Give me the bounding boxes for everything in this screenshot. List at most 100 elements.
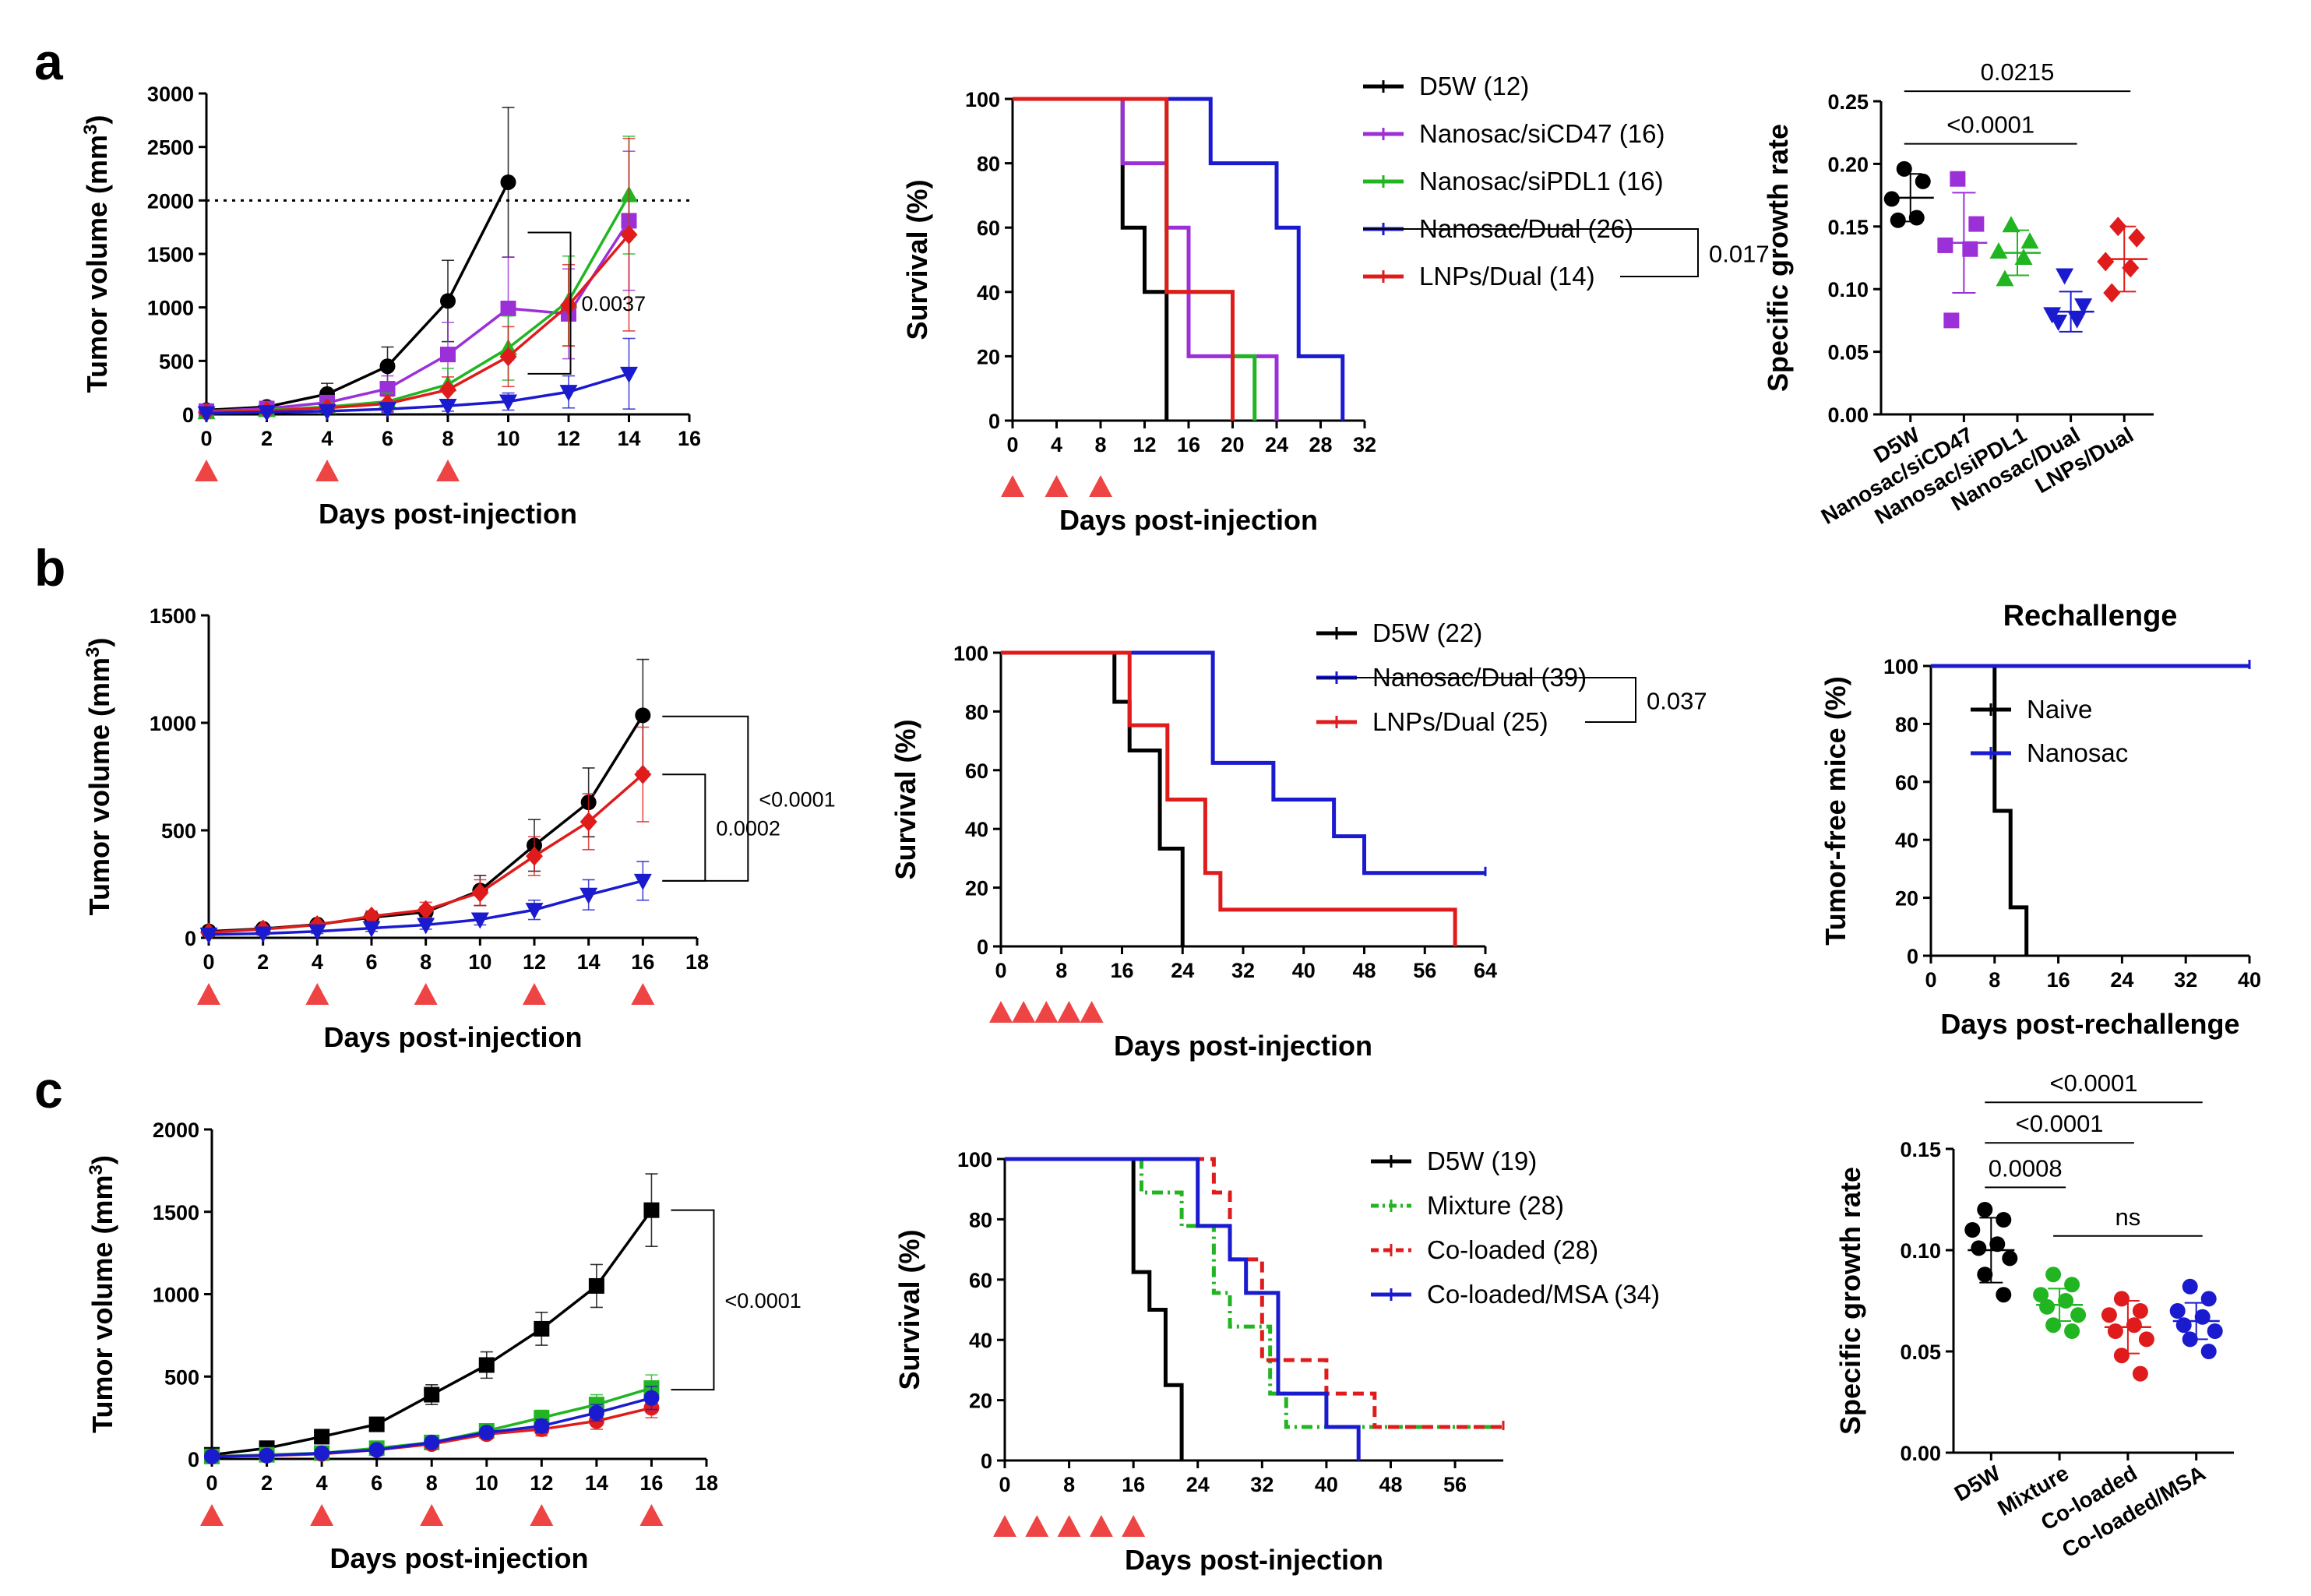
data-point xyxy=(2097,252,2115,272)
data-point xyxy=(534,1320,550,1337)
y-tick-label: 0.00 xyxy=(1900,1442,1941,1465)
panel-letter-b: b xyxy=(34,539,65,597)
data-point xyxy=(440,293,456,309)
data-point xyxy=(1971,1240,1987,1256)
data-point xyxy=(439,379,456,400)
series-dual xyxy=(199,861,652,944)
data-point xyxy=(1996,1212,2012,1228)
y-tick-label: 40 xyxy=(977,281,1000,305)
x-tick-label: 18 xyxy=(695,1471,718,1495)
y-tick-label: 1000 xyxy=(153,1284,199,1307)
data-point xyxy=(526,846,543,866)
x-axis-label: Days post-injection xyxy=(1125,1544,1383,1576)
survival-curve-D5W xyxy=(1005,1157,1184,1460)
injection-arrow xyxy=(310,1504,334,1526)
data-point xyxy=(500,301,516,317)
injection-arrow xyxy=(1001,475,1024,497)
survival-curve-dual xyxy=(1013,97,1345,421)
data-point xyxy=(499,347,517,367)
data-point xyxy=(1890,212,1906,228)
x-tick-label: 14 xyxy=(577,950,601,974)
data-point xyxy=(478,1425,495,1441)
y-tick-label: 80 xyxy=(969,1208,992,1231)
y-tick-label: 60 xyxy=(977,217,1000,240)
legend-item: Nanosac/siPDL1 (16) xyxy=(1419,167,1664,196)
series-lnp xyxy=(200,726,652,942)
x-tick-label: 8 xyxy=(1094,433,1106,456)
data-point xyxy=(362,921,381,938)
x-tick-label: 2 xyxy=(261,427,273,450)
data-point xyxy=(470,912,489,929)
data-point xyxy=(439,399,457,416)
x-axis-label: Days post-injection xyxy=(1114,1030,1372,1062)
comparison-label: <0.0001 xyxy=(2016,1110,2104,1137)
data-point xyxy=(500,174,516,190)
data-point xyxy=(1883,191,1900,207)
data-point xyxy=(2175,1317,2192,1334)
data-point xyxy=(2128,227,2146,248)
y-tick-label: 80 xyxy=(965,700,988,724)
x-tick-label: 32 xyxy=(2174,968,2197,992)
data-point xyxy=(199,927,218,944)
data-point xyxy=(2002,1250,2018,1267)
data-point xyxy=(2064,1323,2080,1339)
chart-area: 0 2 4 6 8 10 12 14 16050010001500200025003000Day… xyxy=(80,58,2262,1576)
y-tick-label: 60 xyxy=(1895,771,1918,794)
injection-arrow xyxy=(1057,1001,1081,1023)
x-tick-label: 8 xyxy=(1989,968,2000,992)
x-tick-label: 4 xyxy=(312,950,323,974)
data-point xyxy=(2107,1323,2123,1339)
data-point xyxy=(588,1277,604,1294)
data-point xyxy=(478,1357,495,1373)
x-tick-label: 16 xyxy=(639,1471,663,1495)
y-tick-label: 0 xyxy=(188,1448,199,1471)
data-point xyxy=(204,1448,220,1464)
survival-curve-D5W xyxy=(1001,650,1185,946)
injection-arrow xyxy=(195,460,218,481)
injection-arrow xyxy=(1089,475,1112,497)
x-tick-label: 16 xyxy=(1177,433,1200,456)
x-tick-label: 14 xyxy=(585,1471,608,1495)
comparison-label: <0.0001 xyxy=(1946,111,2034,139)
y-tick-label: 2000 xyxy=(153,1119,199,1142)
series-siPDL1 xyxy=(197,136,638,420)
x-tick-label: 6 xyxy=(382,427,393,450)
data-point xyxy=(259,1447,275,1464)
y-tick-label: 2000 xyxy=(147,189,194,213)
legend-item: Nanosac/siCD47 (16) xyxy=(1419,119,1665,148)
data-point xyxy=(2002,216,2020,233)
x-tick-label: 16 xyxy=(631,950,654,974)
data-point xyxy=(2020,232,2039,249)
p-value-label: 0.037 xyxy=(1647,688,1707,715)
y-tick-label: 3000 xyxy=(147,83,194,106)
data-point xyxy=(424,1434,440,1450)
x-tick-label: 0 xyxy=(999,1473,1010,1496)
y-tick-label: 0 xyxy=(977,935,988,959)
legend-item: LNPs/Dual (14) xyxy=(1419,262,1595,291)
significance-bracket xyxy=(1363,228,1699,277)
data-point xyxy=(1977,1202,1993,1217)
x-tick-label: 32 xyxy=(1231,959,1255,982)
y-tick-label: 0 xyxy=(185,927,196,950)
x-tick-label: 6 xyxy=(371,1471,382,1495)
series-line xyxy=(206,181,510,412)
significance-bracket xyxy=(662,773,706,882)
injection-arrow xyxy=(1080,1001,1104,1023)
data-point xyxy=(580,887,598,904)
x-tick-label: 10 xyxy=(496,427,520,450)
series-dual xyxy=(204,1386,660,1464)
data-point xyxy=(2033,1287,2049,1303)
x-tick-label: 24 xyxy=(1265,433,1288,456)
y-tick-label: 20 xyxy=(965,877,988,900)
series-line xyxy=(206,372,630,415)
series-line xyxy=(211,1209,653,1457)
series-line xyxy=(206,234,630,414)
y-tick-label: 100 xyxy=(953,642,988,665)
data-point xyxy=(634,764,652,784)
data-point xyxy=(471,883,489,903)
injection-arrow xyxy=(197,983,220,1005)
data-point xyxy=(379,358,396,375)
x-tick-label: 4 xyxy=(321,427,333,450)
